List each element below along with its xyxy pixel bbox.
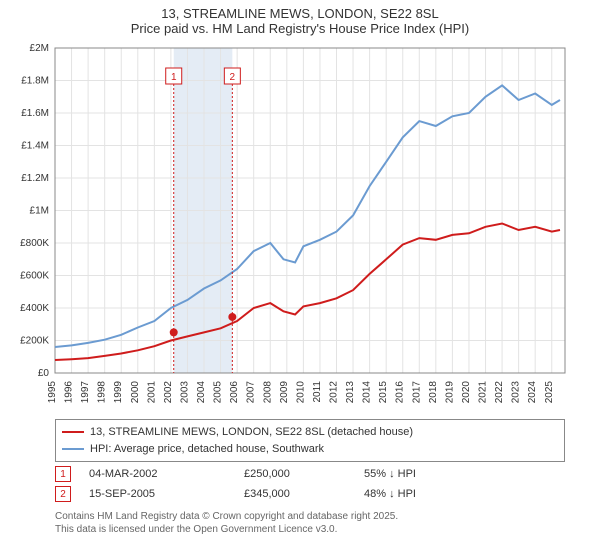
title-line2: Price paid vs. HM Land Registry's House … — [0, 21, 600, 36]
line-chart-svg: £0 £200K £400K £600K £800K £1M £1.2M £1.4M £1.6M… — [0, 38, 600, 413]
x-tick-label: 2002 — [163, 381, 174, 404]
x-tick-label: 2001 — [146, 381, 157, 404]
callout-date: 04-MAR-2002 — [89, 468, 244, 480]
y-tick-label: £200K — [20, 336, 49, 347]
legend-label: HPI: Average price, detached house, Sout… — [90, 441, 324, 458]
x-tick-label: 2000 — [130, 381, 141, 404]
x-tick-label: 2021 — [478, 381, 489, 404]
x-tick-label: 2016 — [395, 381, 406, 404]
footer-attribution: Contains HM Land Registry data © Crown c… — [55, 510, 565, 536]
x-tick-label: 2003 — [179, 381, 190, 404]
x-tick-label: 2022 — [494, 381, 505, 404]
x-tick-label: 1995 — [47, 381, 58, 404]
callout-table-row: 2 15-SEP-2005£345,00048% ↓ HPI — [55, 486, 565, 502]
x-tick-label: 2014 — [362, 381, 373, 404]
x-tick-label: 1996 — [64, 381, 75, 404]
chart-title-block: 13, STREAMLINE MEWS, LONDON, SE22 8SL Pr… — [0, 0, 600, 38]
y-tick-label: £1.2M — [21, 173, 49, 184]
x-tick-label: 2015 — [378, 381, 389, 404]
x-tick-label: 2013 — [345, 381, 356, 404]
x-tick-label: 2011 — [312, 381, 323, 403]
x-tick-label: 2008 — [262, 381, 273, 404]
callout-number: 2 — [230, 72, 236, 83]
x-tick-label: 2004 — [196, 381, 207, 404]
callout-table-num: 1 — [55, 466, 71, 482]
callout-table: 1 04-MAR-2002£250,00055% ↓ HPI 2 15-SEP-200… — [0, 466, 600, 502]
x-tick-label: 2006 — [229, 381, 240, 404]
x-tick-label: 2010 — [295, 381, 306, 404]
legend-label: 13, STREAMLINE MEWS, LONDON, SE22 8SL (d… — [90, 424, 413, 441]
legend-swatch — [62, 431, 84, 433]
x-tick-label: 2009 — [279, 381, 290, 404]
x-tick-label: 2024 — [527, 381, 538, 404]
callout-hpi: 55% ↓ HPI — [364, 468, 484, 480]
title-line1: 13, STREAMLINE MEWS, LONDON, SE22 8SL — [0, 6, 600, 21]
x-tick-label: 2017 — [411, 381, 422, 404]
x-tick-label: 2020 — [461, 381, 472, 404]
y-tick-label: £600K — [20, 271, 49, 282]
y-tick-label: £1.6M — [21, 108, 49, 119]
sale-marker — [170, 328, 178, 336]
callout-table-num: 2 — [55, 486, 71, 502]
callout-number: 1 — [171, 72, 177, 83]
y-tick-label: £400K — [20, 303, 49, 314]
legend-row: HPI: Average price, detached house, Sout… — [62, 441, 558, 458]
y-tick-label: £2M — [30, 43, 49, 54]
y-tick-label: £800K — [20, 238, 49, 249]
x-tick-label: 2005 — [213, 381, 224, 404]
x-tick-label: 2018 — [428, 381, 439, 404]
y-tick-label: £1.4M — [21, 141, 49, 152]
footer-line1: Contains HM Land Registry data © Crown c… — [55, 510, 565, 523]
legend-box: 13, STREAMLINE MEWS, LONDON, SE22 8SL (d… — [55, 419, 565, 462]
chart-area: £0 £200K £400K £600K £800K £1M £1.2M £1.4M £1.6M… — [0, 38, 600, 413]
callout-price: £345,000 — [244, 488, 364, 500]
x-tick-label: 1999 — [113, 381, 124, 404]
x-tick-label: 2025 — [544, 381, 555, 404]
legend-swatch — [62, 448, 84, 450]
x-tick-label: 1997 — [80, 381, 91, 404]
x-tick-label: 2019 — [444, 381, 455, 404]
legend-row: 13, STREAMLINE MEWS, LONDON, SE22 8SL (d… — [62, 424, 558, 441]
x-tick-label: 2007 — [246, 381, 257, 404]
x-tick-label: 2023 — [511, 381, 522, 404]
footer-line2: This data is licensed under the Open Gov… — [55, 523, 565, 536]
callout-price: £250,000 — [244, 468, 364, 480]
y-tick-label: £0 — [38, 368, 50, 379]
x-tick-label: 2012 — [328, 381, 339, 404]
y-tick-label: £1M — [30, 206, 49, 217]
callout-hpi: 48% ↓ HPI — [364, 488, 484, 500]
sale-marker — [228, 313, 236, 321]
callout-table-row: 1 04-MAR-2002£250,00055% ↓ HPI — [55, 466, 565, 482]
callout-date: 15-SEP-2005 — [89, 488, 244, 500]
x-tick-label: 1998 — [97, 381, 108, 404]
y-tick-label: £1.8M — [21, 76, 49, 87]
